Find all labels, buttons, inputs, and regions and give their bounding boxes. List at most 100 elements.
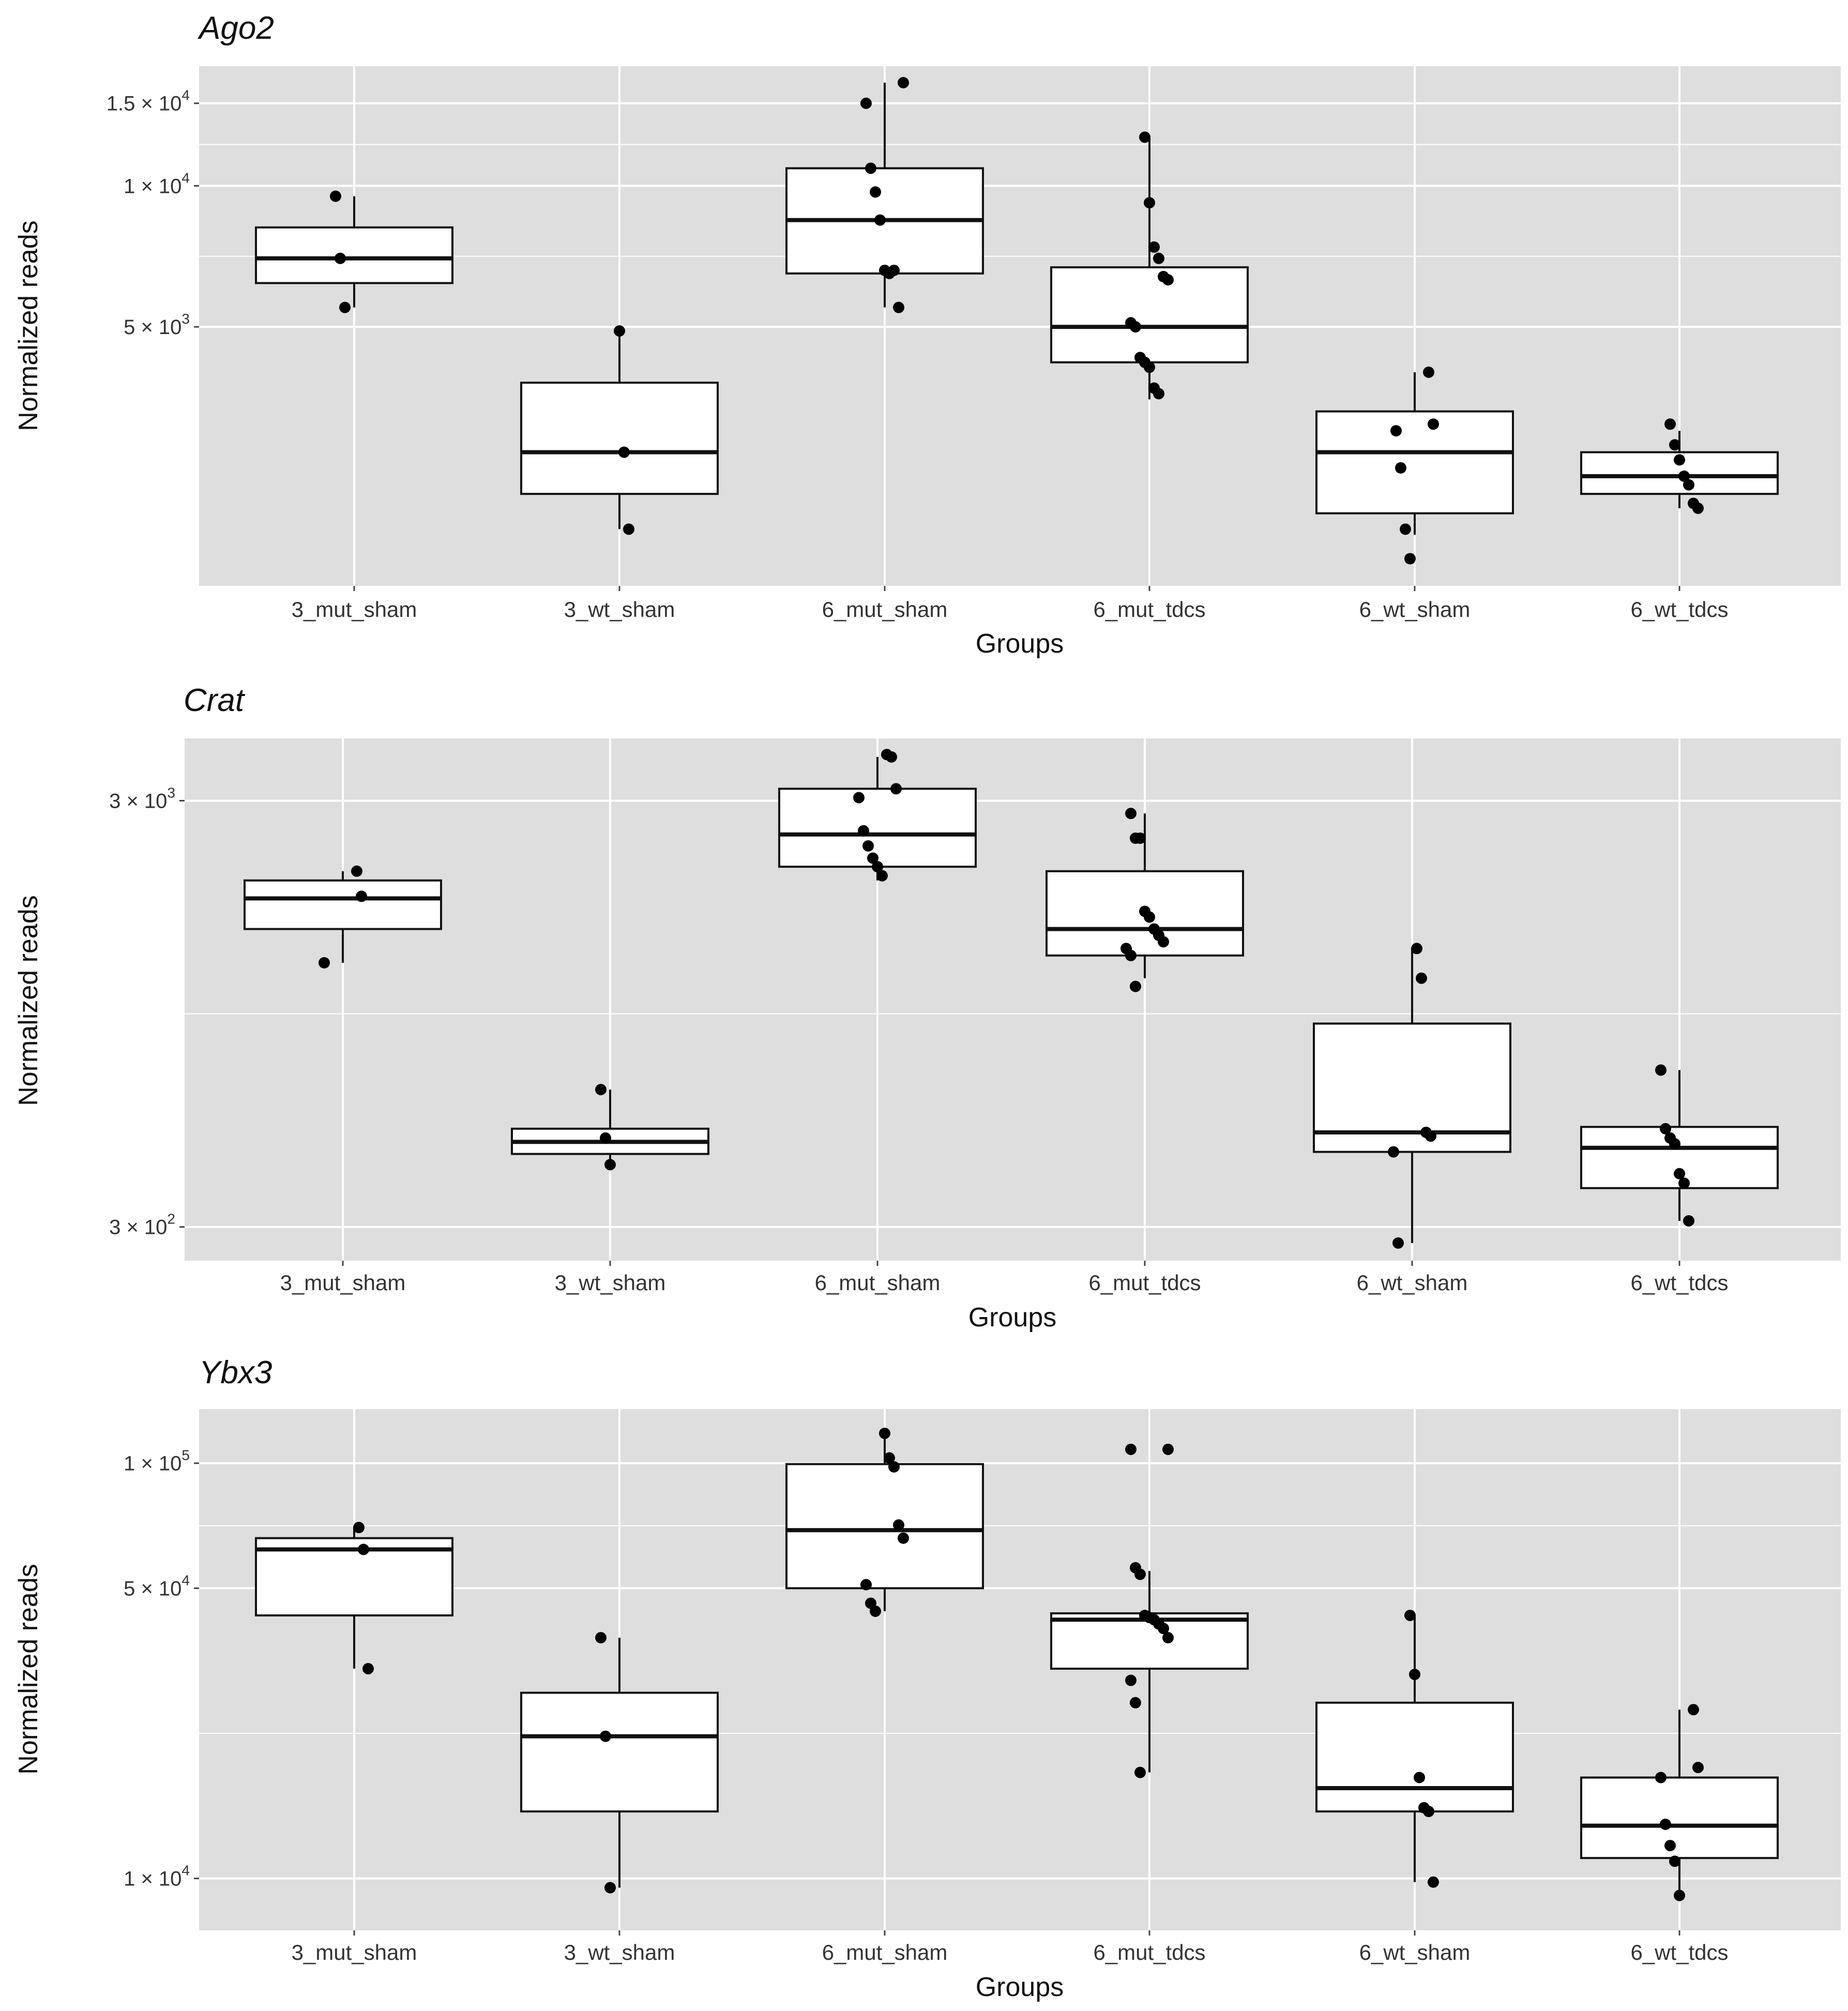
data-point — [867, 852, 878, 864]
x-tick-label: 6_mut_sham — [822, 597, 948, 622]
data-point — [853, 792, 865, 804]
y-tick-exponent: 4 — [181, 87, 190, 103]
box-series — [255, 1427, 1779, 1901]
data-point — [1414, 1772, 1425, 1783]
box-6_mut_tdcs — [1050, 1443, 1249, 1778]
data-point — [1125, 1443, 1137, 1455]
data-point — [1428, 1876, 1439, 1888]
data-point — [1130, 1697, 1141, 1708]
data-point — [1153, 252, 1164, 264]
data-point — [330, 190, 341, 202]
data-point — [1683, 1215, 1694, 1227]
data-point — [1423, 1806, 1434, 1818]
data-point — [1669, 1138, 1680, 1150]
data-point — [362, 1663, 374, 1675]
data-point — [1158, 936, 1169, 948]
data-point — [1125, 949, 1137, 961]
data-point — [595, 1084, 607, 1096]
box-body — [1315, 410, 1514, 515]
data-point — [860, 1579, 872, 1591]
data-point — [874, 214, 886, 226]
data-point — [893, 1519, 904, 1531]
y-tick-exponent: 5 — [181, 1447, 190, 1463]
x-axis-title: Groups — [976, 1972, 1064, 2002]
data-point — [1692, 502, 1704, 514]
data-point — [1674, 1168, 1685, 1180]
y-tick-exponent: 3 — [167, 784, 175, 800]
data-point — [898, 1532, 909, 1544]
data-point — [1162, 274, 1174, 286]
data-point — [600, 1730, 611, 1742]
data-point — [1404, 1609, 1416, 1621]
x-tick-label: 3_mut_sham — [292, 597, 417, 622]
box-6_mut_sham — [785, 1427, 984, 1617]
data-point — [884, 1452, 895, 1464]
data-point — [618, 446, 630, 458]
x-axis-ticks: 3_mut_sham 3_wt_sham 6_mut_sham 6_mut_td… — [280, 1271, 1729, 1295]
box-body — [1580, 1776, 1779, 1859]
y-axis-title: Normalized reads — [13, 220, 43, 431]
data-point — [1134, 1766, 1146, 1778]
data-point — [886, 751, 897, 763]
data-point — [1416, 972, 1427, 984]
data-point — [898, 77, 909, 88]
data-point — [1139, 131, 1150, 143]
data-point — [1134, 832, 1146, 844]
x-tick-label: 6_mut_tdcs — [1088, 1271, 1201, 1295]
data-point — [1130, 980, 1141, 992]
x-tick-label: 3_mut_sham — [292, 1940, 417, 1964]
x-tick-label: 6_wt_sham — [1359, 1940, 1471, 1964]
x-tick-label: 6_wt_tdcs — [1630, 597, 1728, 622]
data-point — [604, 1159, 616, 1171]
data-point — [1395, 462, 1406, 474]
y-axis-title: Normalized reads — [13, 895, 43, 1106]
data-point — [1678, 1177, 1690, 1189]
panel-title: Crat — [184, 683, 246, 718]
x-tick-label: 6_mut_sham — [815, 1271, 941, 1295]
data-point — [358, 1544, 369, 1555]
box-6_wt_tdcs — [1580, 1704, 1779, 1901]
data-point — [1134, 1568, 1146, 1580]
data-point — [1144, 361, 1155, 373]
data-point — [1144, 197, 1155, 209]
box-body — [244, 879, 442, 930]
gridlines — [185, 738, 1841, 1266]
data-point — [1674, 1889, 1685, 1901]
data-point — [1148, 241, 1160, 253]
data-point — [1660, 1123, 1671, 1135]
data-point — [353, 1522, 365, 1534]
x-tick-label: 6_wt_sham — [1357, 1271, 1468, 1295]
y-tick-exponent: 3 — [181, 311, 190, 327]
data-point — [1655, 1064, 1667, 1076]
x-tick-label: 6_mut_tdcs — [1093, 1940, 1205, 1964]
data-point — [1158, 1623, 1169, 1635]
data-point — [1425, 1130, 1436, 1142]
box-body — [255, 226, 453, 284]
x-tick-label: 3_wt_sham — [564, 597, 675, 622]
data-point — [1392, 1237, 1404, 1249]
y-tick-exponent: 4 — [181, 170, 190, 186]
plot-background — [199, 1409, 1841, 1930]
data-point — [1130, 321, 1141, 333]
data-point — [1428, 418, 1439, 430]
data-point — [604, 1882, 616, 1894]
data-point — [595, 1632, 607, 1644]
data-point — [862, 840, 874, 852]
box-series — [244, 749, 1779, 1249]
x-axis-ticks: 3_mut_sham 3_wt_sham 6_mut_sham 6_mut_td… — [292, 597, 1729, 622]
box-6_mut_tdcs — [1046, 808, 1244, 992]
panel-title: Ybx3 — [199, 1355, 272, 1390]
data-point — [1655, 1772, 1667, 1783]
box-6_wt_sham — [1315, 1609, 1514, 1888]
data-point — [1664, 418, 1676, 430]
box-body — [520, 1691, 719, 1813]
data-point — [1162, 1443, 1174, 1455]
box-3_wt_sham — [520, 325, 719, 535]
data-point — [1688, 1704, 1699, 1716]
data-point — [356, 890, 367, 902]
box-body — [1315, 1701, 1514, 1813]
data-point — [1411, 943, 1422, 955]
x-tick-label: 6_wt_sham — [1359, 597, 1471, 622]
